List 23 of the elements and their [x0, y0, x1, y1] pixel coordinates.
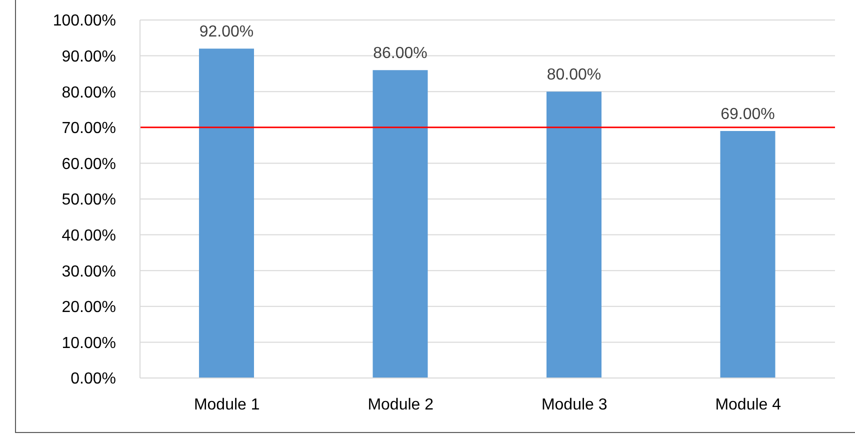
y-tick-label: 50.00%: [62, 192, 116, 209]
data-label: 80.00%: [546, 66, 602, 84]
x-tick-label: Module 3: [541, 396, 608, 414]
x-tick-label: Module 4: [715, 396, 782, 414]
x-tick-label: Module 2: [368, 396, 434, 414]
bar: [720, 130, 776, 378]
y-tick-label: 30.00%: [62, 263, 116, 280]
y-tick-label: 0.00%: [70, 370, 116, 388]
y-tick-label: 20.00%: [62, 299, 116, 316]
y-tick-label: 60.00%: [62, 156, 116, 173]
y-tick-label: 100.00%: [52, 12, 116, 30]
y-tick-label: 10.00%: [62, 334, 116, 352]
data-label: 86.00%: [373, 45, 428, 62]
bar: [372, 70, 428, 378]
y-tick-label: 90.00%: [62, 48, 116, 66]
bar: [546, 92, 602, 378]
y-tick-label: 80.00%: [62, 84, 116, 102]
y-tick-label: 70.00%: [62, 120, 116, 138]
data-label: 69.00%: [720, 106, 775, 123]
bar: [199, 48, 254, 378]
y-tick-label: 40.00%: [62, 227, 116, 244]
data-label: 92.00%: [199, 24, 254, 41]
x-tick-label: Module 1: [194, 396, 260, 414]
